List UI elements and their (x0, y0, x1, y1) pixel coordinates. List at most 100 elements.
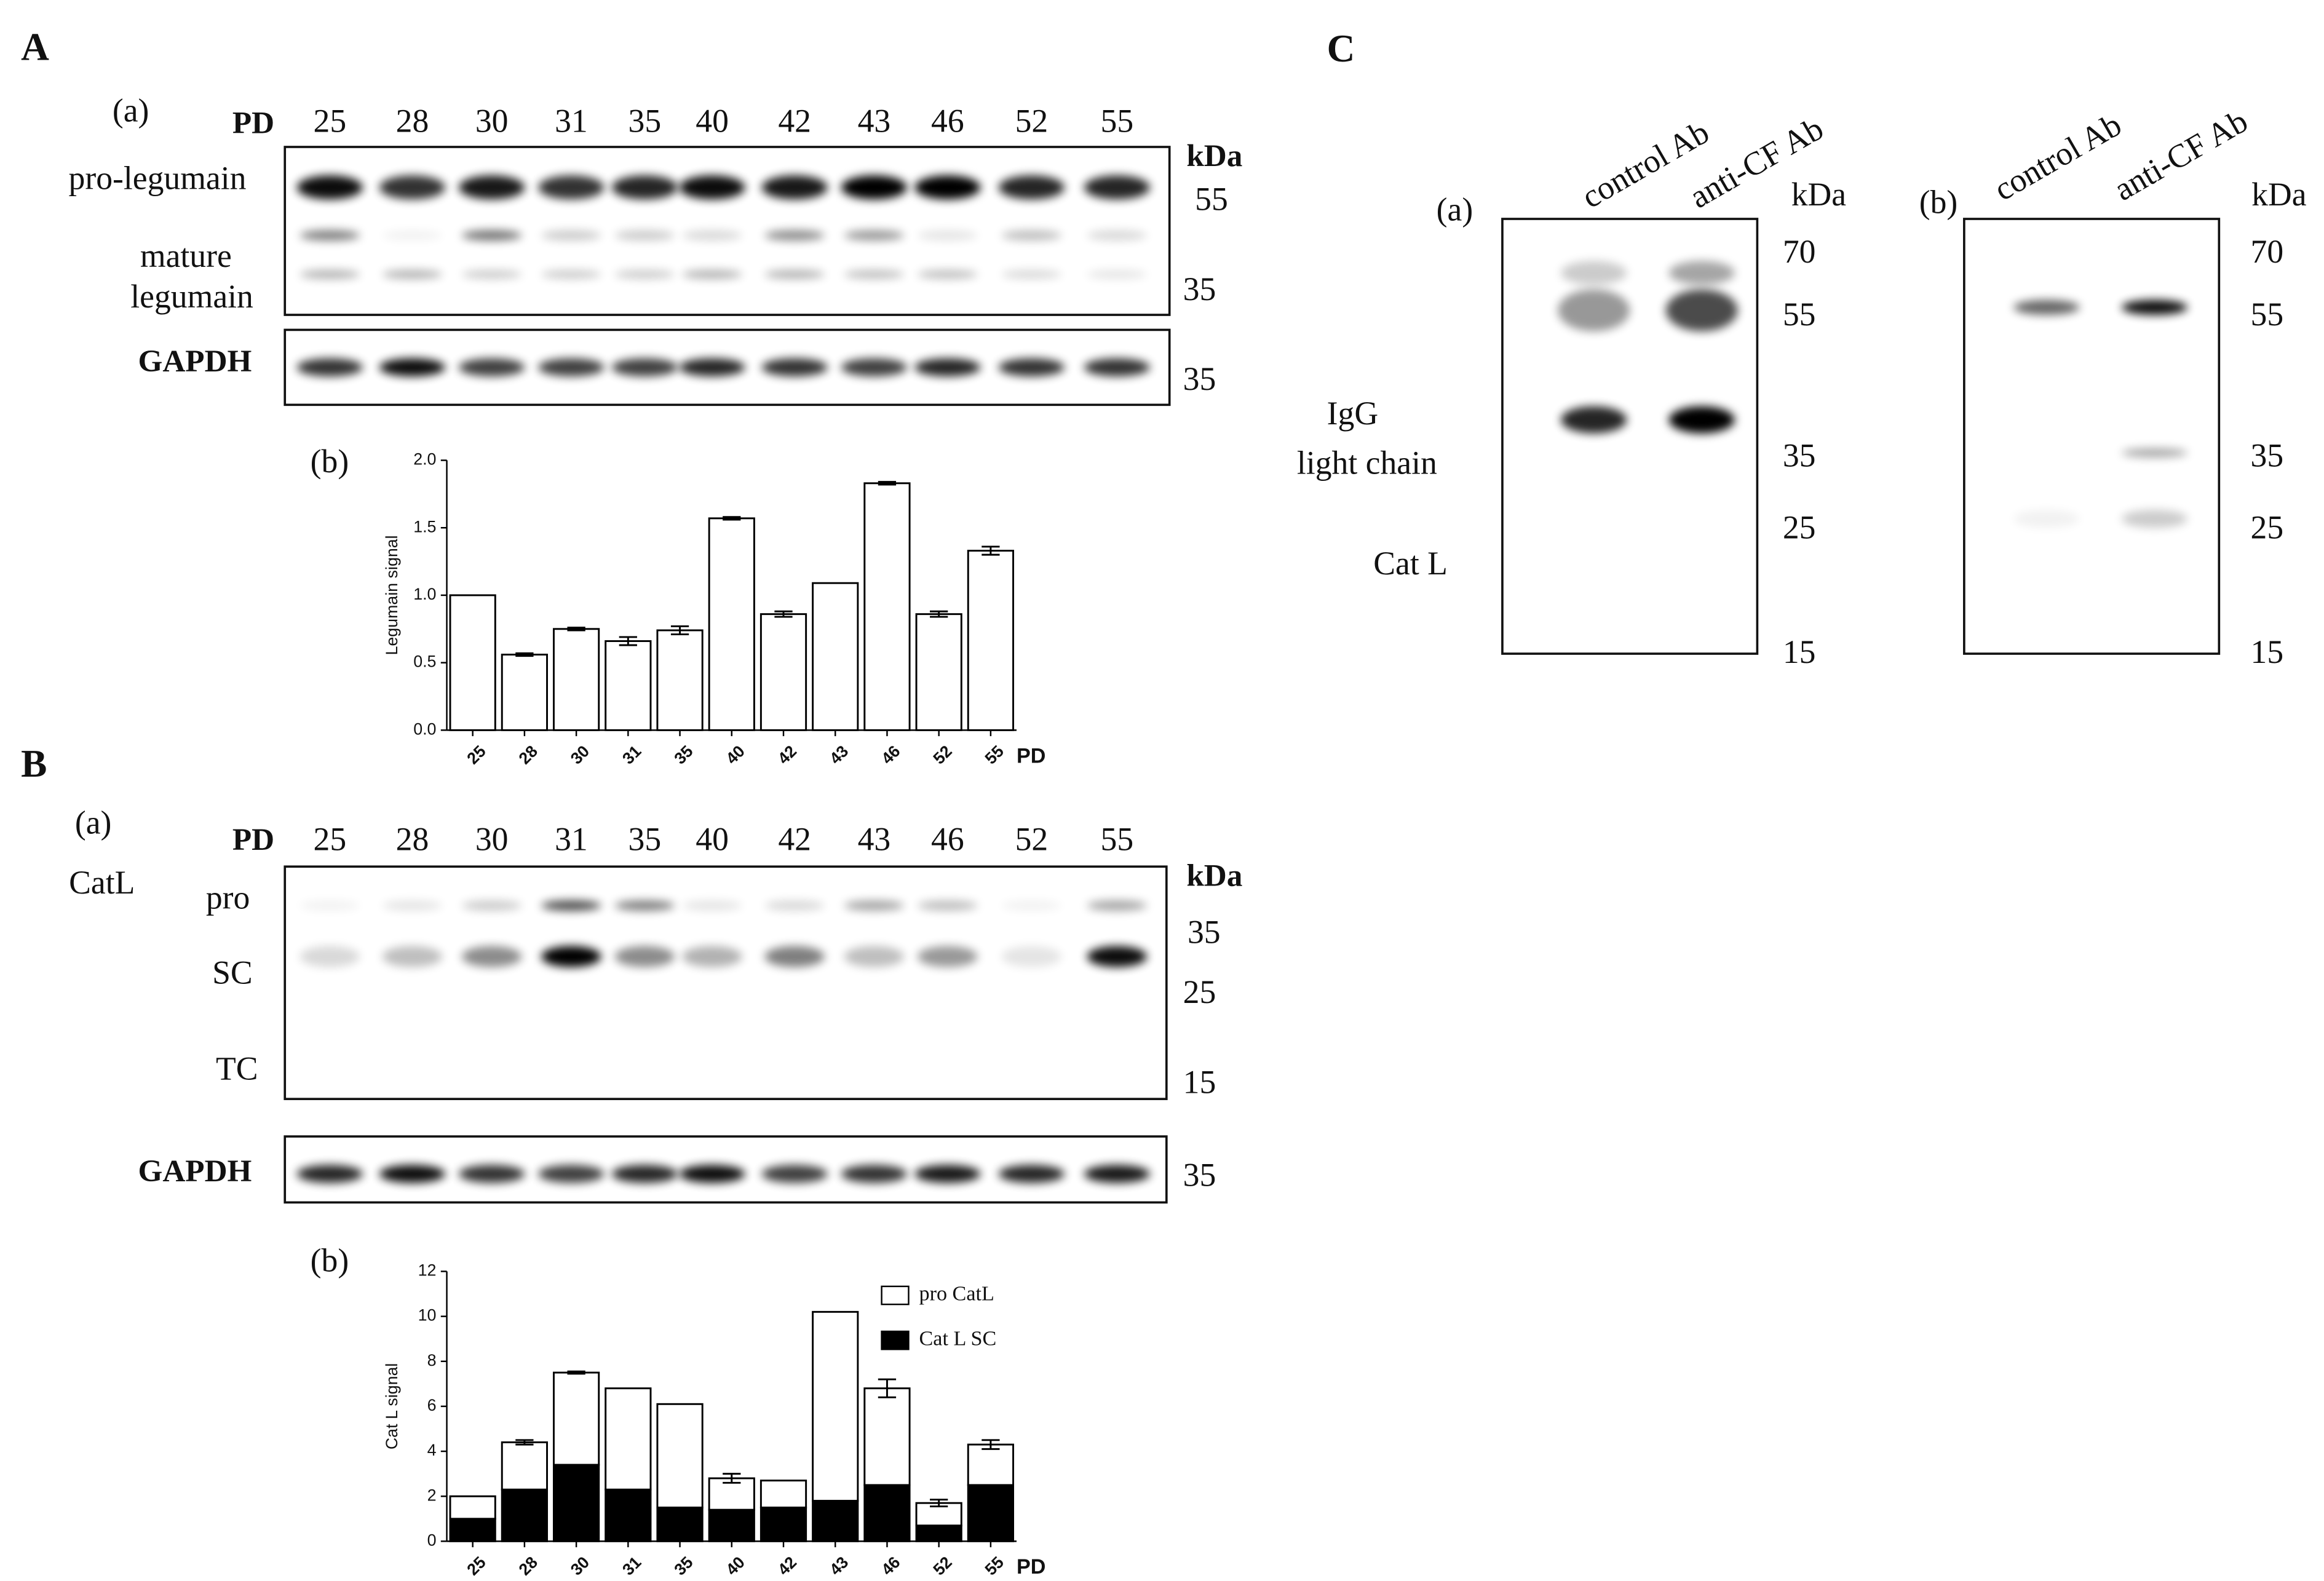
bar-segment (759, 1480, 807, 1508)
band (541, 900, 601, 911)
unit: kDa (1186, 858, 1242, 893)
band (998, 358, 1065, 376)
blot-frame (1963, 218, 2221, 655)
unit: kDa (1186, 138, 1242, 173)
band (1665, 289, 1738, 331)
lane-label: 40 (696, 103, 729, 140)
lane-label: 42 (778, 821, 811, 858)
y-tick-label: 2 (427, 1486, 437, 1504)
band-label: IgG (1327, 395, 1378, 432)
y-tick-label: 1.0 (413, 585, 436, 603)
band (2013, 299, 2080, 315)
band-label: TC (216, 1050, 258, 1087)
marker: 15 (1783, 633, 1816, 670)
band (841, 1165, 908, 1183)
marker: 25 (2251, 509, 2284, 545)
bar-segment (449, 1518, 496, 1542)
band (382, 230, 443, 241)
error-bar (619, 636, 637, 646)
band (1001, 900, 1062, 911)
marker: 15 (1183, 1064, 1216, 1101)
lane-label: 25 (314, 821, 347, 858)
band (611, 1165, 678, 1183)
lane-label: 55 (1101, 103, 1134, 140)
marker: 35 (1183, 360, 1216, 397)
bar (708, 517, 755, 731)
unit: kDa (1791, 176, 1847, 213)
band (682, 230, 742, 241)
legend-swatch (881, 1330, 910, 1350)
band (461, 269, 522, 279)
marker: 35 (1188, 914, 1221, 951)
lane-label: 42 (778, 103, 811, 140)
bar (449, 594, 496, 731)
band (611, 175, 678, 200)
lane-label: 40 (696, 821, 729, 858)
band (1561, 406, 1627, 434)
y-tick-label: 2.0 (413, 450, 436, 469)
band (844, 900, 905, 911)
bar-segment (863, 1387, 911, 1486)
band (296, 358, 363, 376)
band (541, 946, 601, 967)
y-tick-label: 12 (418, 1261, 437, 1280)
lane-label: 30 (475, 103, 509, 140)
lane-header: PD (232, 106, 274, 141)
band (918, 946, 978, 967)
band (461, 900, 522, 911)
band (1558, 289, 1630, 331)
band (1001, 230, 1062, 241)
band (379, 175, 446, 200)
y-tick-label: 4 (427, 1441, 437, 1459)
bar (812, 582, 859, 731)
lane-label: 30 (475, 821, 509, 858)
band (614, 230, 675, 241)
error-bar (515, 1439, 534, 1446)
band (1084, 358, 1150, 376)
band (382, 269, 443, 279)
marker: 15 (2251, 633, 2284, 670)
lane-label: 28 (396, 821, 429, 858)
marker: 35 (1783, 437, 1816, 474)
error-bar (515, 652, 534, 657)
band (614, 269, 675, 279)
lane-label: 43 (858, 821, 891, 858)
error-bar (774, 610, 793, 618)
band (2121, 299, 2188, 315)
error-bar (670, 625, 689, 636)
band (918, 230, 978, 241)
band (382, 946, 443, 967)
band-label: mature (140, 237, 232, 274)
legend-label: pro CatL (919, 1282, 994, 1305)
band (379, 358, 446, 376)
band (382, 900, 443, 911)
blots (284, 146, 2221, 1204)
band (611, 358, 678, 376)
bar-segment (759, 1507, 807, 1542)
band (379, 1165, 446, 1183)
bar-segment (605, 1387, 652, 1491)
sublabel: (a) (75, 804, 112, 841)
lane-header: PD (232, 822, 274, 857)
band-label: light chain (1297, 445, 1437, 481)
error-bar (930, 610, 948, 618)
y-axis-label: Legumain signal (383, 535, 401, 655)
lane-label: 46 (931, 821, 964, 858)
band (2121, 509, 2188, 528)
bar-segment (915, 1524, 962, 1542)
legend-label: Cat L SC (919, 1327, 997, 1350)
band (459, 358, 525, 376)
band (682, 946, 742, 967)
band (914, 1165, 981, 1183)
marker: 35 (1183, 271, 1216, 307)
band (844, 269, 905, 279)
band (764, 269, 825, 279)
lane-label: 46 (931, 103, 964, 140)
bar-segment (863, 1484, 911, 1542)
band-label: pro (206, 879, 250, 916)
band (296, 1165, 363, 1183)
y-axis-label: Cat L signal (383, 1363, 401, 1450)
lane-label: 52 (1015, 821, 1049, 858)
error-bar (723, 1473, 741, 1484)
